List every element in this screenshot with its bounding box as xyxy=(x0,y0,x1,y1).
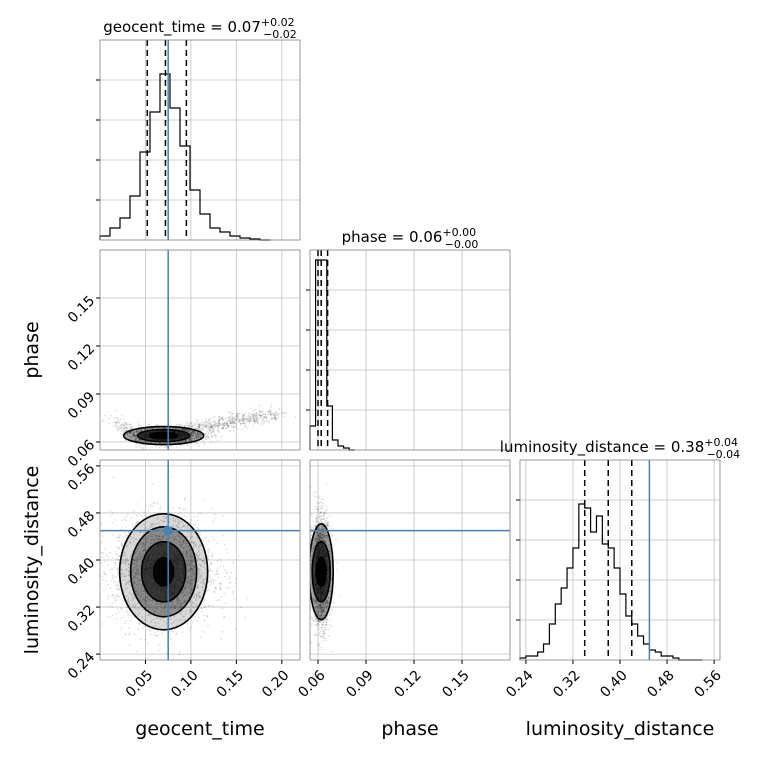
xtick-label-geocent_time-1: 0.10 xyxy=(168,667,201,700)
peak-marker xyxy=(160,568,167,575)
xtick-label-geocent_time-3: 0.20 xyxy=(259,667,292,700)
ytick-label-luminosity_distance-4: 0.56 xyxy=(65,461,98,494)
xlabel-phase: phase xyxy=(381,718,438,740)
xtick-label-luminosity_distance-3: 0.48 xyxy=(644,667,677,700)
xtick-label-phase-1: 0.09 xyxy=(343,667,376,700)
xtick-label-luminosity_distance-0: 0.24 xyxy=(503,667,536,700)
hist-steps xyxy=(99,73,270,241)
xtick-label-phase-0: 0.06 xyxy=(295,667,328,700)
xtick-label-luminosity_distance-2: 0.40 xyxy=(597,667,630,700)
xtick-label-luminosity_distance-1: 0.32 xyxy=(550,667,583,700)
xtick-label-luminosity_distance-4: 0.56 xyxy=(692,667,725,700)
panel-frame xyxy=(99,249,301,451)
title-luminosity_distance: luminosity_distance = 0.38+0.04 −0.04 xyxy=(500,436,740,461)
hist-steps xyxy=(309,259,355,451)
panel-frame xyxy=(309,459,511,661)
xtick-label-phase-2: 0.12 xyxy=(391,667,424,700)
hist-geocent_time xyxy=(96,39,301,241)
ytick-label-phase-2: 0.12 xyxy=(65,341,98,374)
hist-steps xyxy=(519,503,703,661)
xlabel-geocent_time: geocent_time xyxy=(135,718,264,740)
xlabel-luminosity_distance: luminosity_distance xyxy=(526,718,715,740)
panel-frame xyxy=(309,249,511,451)
ytick-label-luminosity_distance-3: 0.48 xyxy=(65,508,98,541)
panels xyxy=(96,39,721,661)
truth-marker xyxy=(164,526,173,535)
ytick-label-luminosity_distance-0: 0.24 xyxy=(65,649,98,682)
xtick-label-geocent_time-0: 0.05 xyxy=(123,667,156,700)
peak-marker xyxy=(160,432,167,439)
scatter-luminosity_distance_vs_phase xyxy=(310,460,510,660)
title-geocent_time: geocent_time = 0.07+0.02 −0.02 xyxy=(103,16,297,41)
ylabel-luminosity_distance: luminosity_distance xyxy=(21,466,43,655)
scatter-phase_vs_geocent_time xyxy=(100,250,300,450)
hist-phase xyxy=(306,249,511,451)
hist-luminosity_distance xyxy=(516,459,721,661)
xtick-label-phase-3: 0.15 xyxy=(439,667,472,700)
peak-marker xyxy=(318,568,325,575)
ylabel-phase: phase xyxy=(21,321,43,378)
ytick-label-phase-3: 0.15 xyxy=(65,293,98,326)
ytick-label-luminosity_distance-2: 0.40 xyxy=(65,555,98,588)
panel-frame xyxy=(99,39,301,241)
scatter-luminosity_distance_vs_geocent_time xyxy=(100,460,300,660)
title-phase: phase = 0.06+0.00 −0.00 xyxy=(342,226,479,251)
xtick-label-geocent_time-2: 0.15 xyxy=(214,667,247,700)
scatter-points xyxy=(101,404,297,450)
ytick-label-phase-1: 0.09 xyxy=(65,389,98,422)
ytick-label-luminosity_distance-1: 0.32 xyxy=(65,602,98,635)
